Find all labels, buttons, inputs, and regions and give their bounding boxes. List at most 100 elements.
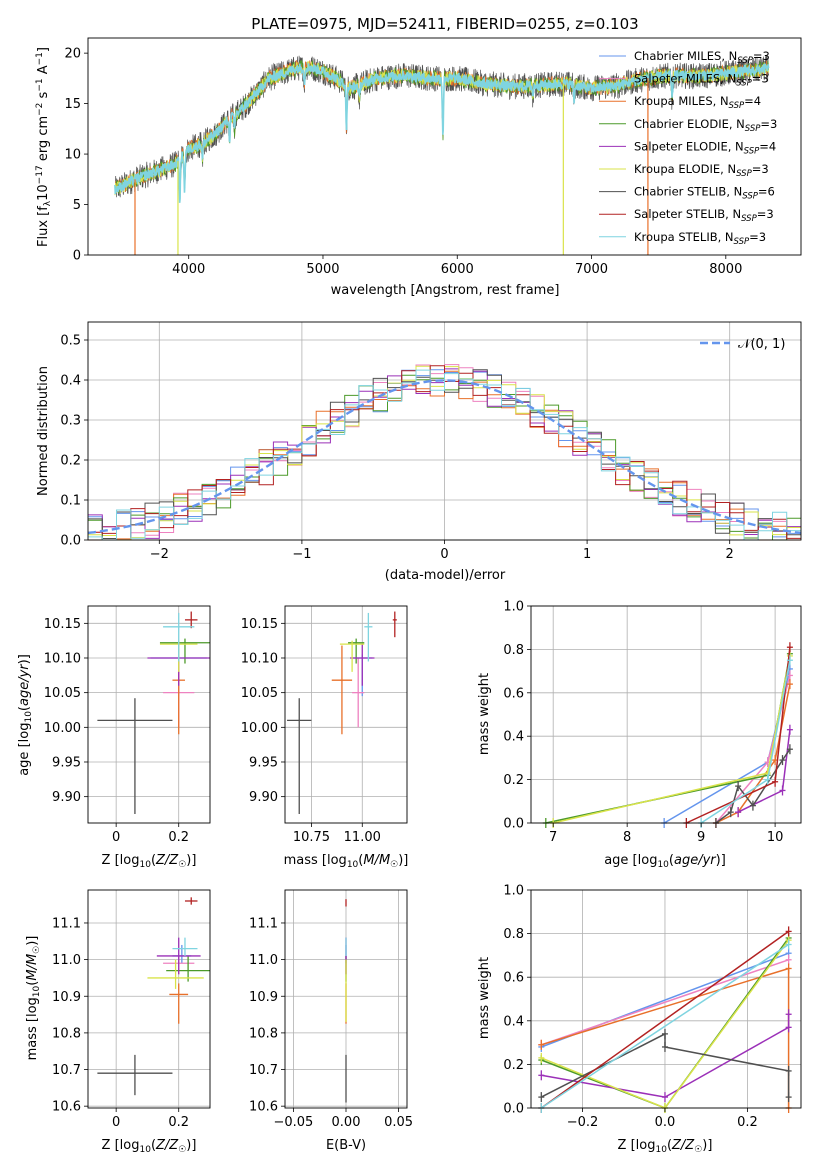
mass-weight-marker [538, 1052, 545, 1063]
legend-label-kroupa-stelib: Kroupa STELIB, NSSP=3 [634, 230, 766, 247]
y-tick-label: 9.90 [249, 790, 278, 805]
axes-frame [87, 605, 211, 824]
x-tick-label: 4000 [172, 262, 205, 277]
x-tick-label: 7 [549, 830, 557, 845]
mass-weight-marker [785, 1009, 792, 1020]
x-tick-label: −0.2 [567, 1115, 599, 1130]
y-tick-label: 0.0 [503, 817, 524, 832]
x-tick-label: 0.00 [332, 1115, 361, 1130]
mass-weight-marker [785, 1065, 792, 1076]
errorbar-salpeter-elodie [156, 937, 201, 975]
errorbar-salpeter-stelib [184, 897, 198, 905]
mass-weight-marker [538, 1092, 545, 1103]
histogram-kroupa-stelib [88, 369, 801, 541]
x-tick-label: 0.2 [168, 1115, 189, 1130]
mass-weight-line-salpeter-stelib [540, 930, 790, 1109]
y-tick-label: 10.7 [52, 1063, 81, 1078]
y-tick-label: 0.5 [60, 334, 81, 349]
mass-weight-marker [785, 1022, 792, 1033]
mass-weight-marker [786, 642, 793, 653]
errorbar-chabrier-stelib [287, 698, 312, 814]
x-tick-label: 1 [583, 547, 591, 562]
y-tick-label: 20 [64, 47, 81, 62]
legend-label-salpeter-miles: Salpeter MILES, NSSP=3 [634, 72, 769, 89]
y-tick-label: 11.0 [52, 953, 81, 968]
x-tick-label: 0.2 [737, 1115, 758, 1130]
y-tick-label: 10.05 [44, 686, 81, 701]
mass-weight-line-chabrier-elodie [545, 653, 791, 824]
y-tick-label: 0.4 [503, 1014, 524, 1029]
mass-weight-marker [538, 1070, 545, 1081]
axes-frame [530, 605, 802, 824]
y-tick-label: 10.9 [249, 990, 278, 1005]
y-tick-label: 10.9 [52, 990, 81, 1005]
errorbar-kroupa-elodie [147, 959, 204, 989]
mass-weight-marker [749, 800, 756, 811]
mass-weight-marker [786, 744, 793, 755]
residuals-panel: −2 −1 0 1 2 0.0 0.1 0.2 0.3 0.4 0.5 𝒩(0, 1) (data-… [36, 321, 802, 583]
mass-weight-vs-age-panel: 7 8 9 10 0.0 0.2 0.4 0.6 0.8 1.0 age [log10(age/y… [477, 600, 802, 870]
y-tick-label: 0.0 [60, 534, 81, 549]
mass-weight-line-kroupa-elodie [553, 655, 791, 824]
mass-weight-marker [779, 755, 786, 766]
y-tick-label: 10.6 [52, 1100, 81, 1115]
mass-weight-marker [661, 1041, 668, 1052]
y-tick-label: 9.90 [52, 790, 81, 805]
y-tick-label: 10.00 [44, 721, 81, 736]
mass-weight-marker [786, 679, 793, 690]
y-tick-label: 10.00 [241, 721, 278, 736]
y-tick-label: 0.6 [503, 971, 524, 986]
mass-weight-marker [772, 776, 779, 787]
spectrum-ylabel: Flux [fλ10−17 erg cm−2 s−1 A−1] [35, 47, 53, 247]
axes-frame [530, 889, 802, 1109]
legend-label-salpeter-elodie: Salpeter ELODIE, NSSP=4 [634, 139, 776, 156]
errorbar-salpeter-miles [352, 657, 365, 728]
age-vs-mass-panel: 10.75 11.00 9.90 9.95 10.00 10.05 10.10 10.15 m… [241, 605, 408, 870]
mass-vs-extinction-panel: −0.05 0.00 0.05 10.6 10.7 10.8 10.9 11.0 11.1 E(… [249, 889, 413, 1153]
mass-weight-marker [785, 1092, 792, 1103]
x-tick-label: 11.00 [344, 830, 381, 845]
axes-frame [284, 889, 408, 1109]
x-tick-label: 0 [112, 1115, 120, 1130]
y-tick-label: 10 [64, 148, 81, 163]
legend-label-normal: 𝒩(0, 1) [738, 337, 785, 352]
mass-weight-marker [785, 963, 792, 974]
mass-weight-marker [735, 781, 742, 792]
mass-weight-marker [764, 774, 771, 785]
mw-Z-ylabel: mass weight [477, 957, 492, 1039]
legend-label-chabrier-miles: Chabrier MILES, NSSP=3 [634, 49, 770, 66]
y-tick-label: 10.15 [241, 617, 278, 632]
y-tick-label: 10.7 [249, 1063, 278, 1078]
errorbar-chabrier-stelib [97, 1054, 173, 1096]
x-tick-label: 0.0 [655, 1115, 676, 1130]
mass-weight-marker [785, 926, 792, 937]
x-tick-label: 0 [440, 547, 448, 562]
mass-weight-line-chabrier-miles [663, 668, 791, 824]
y-tick-label: 10.6 [249, 1100, 278, 1115]
residuals-ylabel: Normed distribution [36, 366, 51, 496]
errorbar-kroupa-stelib [172, 937, 198, 956]
x-tick-label: 7000 [575, 262, 608, 277]
mass-vs-metallicity-panel: 0 0.2 10.6 10.7 10.8 10.9 11.0 11.1 Z [log10(Z/… [25, 889, 211, 1155]
mass-weight-line-salpeter-elodie [541, 1014, 790, 1098]
legend-label-chabrier-elodie: Chabrier ELODIE, NSSP=3 [634, 117, 777, 134]
axes-frame [87, 321, 802, 541]
y-tick-label: 10.8 [52, 1026, 81, 1041]
legend-label-kroupa-elodie: Kroupa ELODIE, NSSP=3 [634, 162, 769, 179]
mass-weight-vs-metallicity-panel: −0.2 0.0 0.2 0.0 0.2 0.4 0.6 0.8 1.0 Z [log10(Z/… [477, 884, 802, 1155]
axes-frame [87, 889, 211, 1109]
spectrum-xlabel: wavelength [Angstrom, rest frame] [331, 283, 560, 298]
mass-weight-marker [786, 655, 793, 666]
mass-weight-line-kroupa-stelib [540, 943, 790, 1109]
x-tick-label: 10 [767, 830, 784, 845]
axes-frame [87, 37, 802, 256]
y-tick-label: 0.4 [60, 374, 81, 389]
y-tick-label: 0.2 [60, 454, 81, 469]
y-tick-label: 15 [64, 97, 81, 112]
mass-weight-line-salpeter-elodie [737, 729, 791, 813]
mass-weight-marker [785, 954, 792, 965]
y-tick-label: 0.8 [503, 643, 524, 658]
errorbar-kroupa-miles [331, 645, 353, 735]
x-tick-label: 9 [697, 830, 705, 845]
